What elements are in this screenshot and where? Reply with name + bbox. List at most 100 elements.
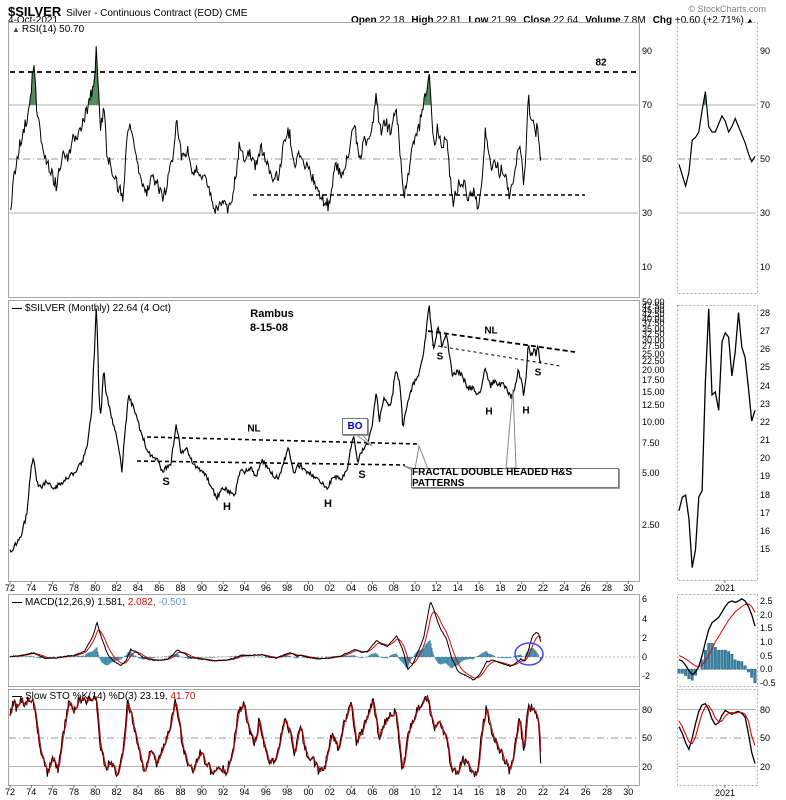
priceI-scale-label: 23 (760, 398, 771, 409)
priceI-scale-label: 21 (760, 435, 771, 446)
sto-scale-label: 20 (642, 761, 653, 772)
price-scale-label: 5.00 (642, 468, 660, 479)
price-scale-label: 40.00 (642, 313, 665, 324)
x-tick-label: 16 (474, 583, 485, 593)
price-scale-label: 12.50 (642, 400, 665, 411)
x-tick-label: 84 (132, 787, 143, 797)
chart-type-icon: ▲ (12, 25, 20, 34)
annotation-text: 8-15-08 (250, 322, 288, 334)
x-tick-label: 12 (431, 787, 442, 797)
x-tick-label: 08 (388, 787, 399, 797)
macd-inset-histogram-bar (740, 661, 744, 670)
quote-label: Chg (652, 15, 673, 26)
quote-value: 21.99 (488, 15, 517, 26)
x-tick-label: 24 (559, 583, 570, 593)
x-tick-label: 24 (559, 787, 570, 797)
quote-value: 22.81 (433, 15, 462, 26)
indicator-value: 1.581, (97, 597, 128, 608)
macd-inset-histogram-bar (737, 660, 740, 670)
quote-label: Close (523, 15, 551, 26)
macd-inset-histogram-bar (723, 649, 727, 670)
x-tick-label: 20 (516, 583, 527, 593)
macd-label-name: MACD(12,26,9) (25, 597, 95, 608)
price-scale-label: 2.50 (642, 519, 660, 530)
x-tick-label: 00 (303, 583, 314, 593)
x-tick-label: 88 (175, 583, 186, 593)
annotation-text: 82 (595, 57, 607, 69)
quote-label: Open (351, 15, 377, 26)
price-panel (8, 300, 640, 582)
annotation-text: S (358, 469, 366, 481)
stoI-scale-label: 50 (760, 733, 771, 743)
priceI-border (677, 305, 758, 581)
macd-inset-histogram-bar (710, 643, 714, 670)
macd-inset-histogram-bar (733, 659, 737, 670)
price-scale-label: 50.00 (642, 297, 665, 307)
rsi-panel (8, 22, 640, 298)
x-tick-label: 26 (580, 583, 591, 593)
legend-dash-icon: — (12, 597, 22, 608)
priceI-scale-label: 28 (760, 308, 771, 318)
macdI-scale-label: 0.0 (760, 664, 773, 675)
x-tick-label: 16 (474, 787, 485, 797)
macd-inset-histogram-bar (727, 651, 731, 670)
price-scale-label: 22.50 (642, 356, 665, 367)
macd-scale-label: 4 (642, 613, 648, 624)
rsiI-scale-label: 50 (760, 154, 771, 164)
macd-inset-histogram-bar (713, 647, 717, 670)
sto-k-line (9, 693, 542, 778)
rsiI-scale-label: 30 (760, 208, 771, 218)
annotation-text: H (485, 406, 493, 418)
annotation-text: S (162, 476, 170, 488)
annotation-text: NL (247, 423, 261, 435)
stoI-border (677, 689, 758, 786)
x-tick-label: 80 (90, 787, 101, 797)
quote-value: 22.64 (550, 15, 579, 26)
x-tick-label: 88 (175, 787, 186, 797)
quote-value: 7.8M (620, 15, 646, 26)
price-panel-label: — $SILVER (Monthly) 22.64 (4 Oct) (12, 303, 171, 314)
stoI-scale-label: 80 (760, 704, 771, 715)
header-line1: $SILVER Silver - Continuous Contract (EOD… (8, 3, 247, 21)
x-tick-label: 96 (260, 583, 271, 593)
priceI-scale-label: 18 (760, 489, 771, 500)
sto-scale-label: 50 (642, 733, 653, 743)
rsi-label-text: RSI(14) 50.70 (21, 24, 85, 35)
x-tick-label: 22 (537, 787, 549, 797)
x-tick-label: 80 (90, 583, 101, 593)
rsi-inset-line (678, 91, 756, 189)
macd-inset-signal-line (678, 603, 756, 668)
macd-inset-histogram-bar (717, 649, 721, 670)
annotation-text: Rambus (250, 308, 294, 320)
sto-label-name: Slow STO %K(14) %D(3) (25, 691, 138, 702)
macdI-scale-label: 0.5 (760, 650, 773, 661)
x-tick-label: 78 (68, 787, 79, 797)
rsiI-inset-panel (677, 22, 758, 294)
priceI-x-label: 2021 (714, 583, 736, 593)
x-tick-label: 08 (388, 583, 399, 593)
macdI-scale-label: 2.5 (760, 596, 773, 606)
macd-panel (8, 594, 640, 687)
rsiI-scale-label: 90 (760, 46, 771, 56)
stoI-inset-panel (677, 689, 758, 788)
x-tick-label: 92 (218, 787, 229, 797)
priceI-scale-label: 26 (760, 344, 771, 355)
rsi-scale-label: 30 (642, 208, 653, 218)
annotation-text: H (522, 405, 530, 417)
macd-scale-label: 0 (642, 652, 648, 662)
macd-crossover-ellipse (514, 642, 544, 666)
copyright: © StockCharts.com (688, 4, 766, 14)
x-tick-label: 18 (495, 787, 506, 797)
change-up-arrow-icon: ▲ (743, 16, 754, 25)
annotation-dashed-line (427, 330, 576, 353)
x-tick-label: 78 (68, 583, 79, 593)
priceI-scale-label: 19 (760, 471, 771, 482)
price-scale-label: 7.50 (642, 438, 660, 449)
macd-label-values: 1.581, 2.082, -0.501 (97, 597, 187, 608)
x-tick-label: 86 (154, 787, 165, 797)
callout-tail (414, 444, 429, 470)
macd-line (9, 602, 542, 681)
x-tick-label: 10 (410, 583, 421, 593)
x-tick-label: 74 (26, 787, 37, 797)
priceI-scale-label: 17 (760, 507, 771, 518)
